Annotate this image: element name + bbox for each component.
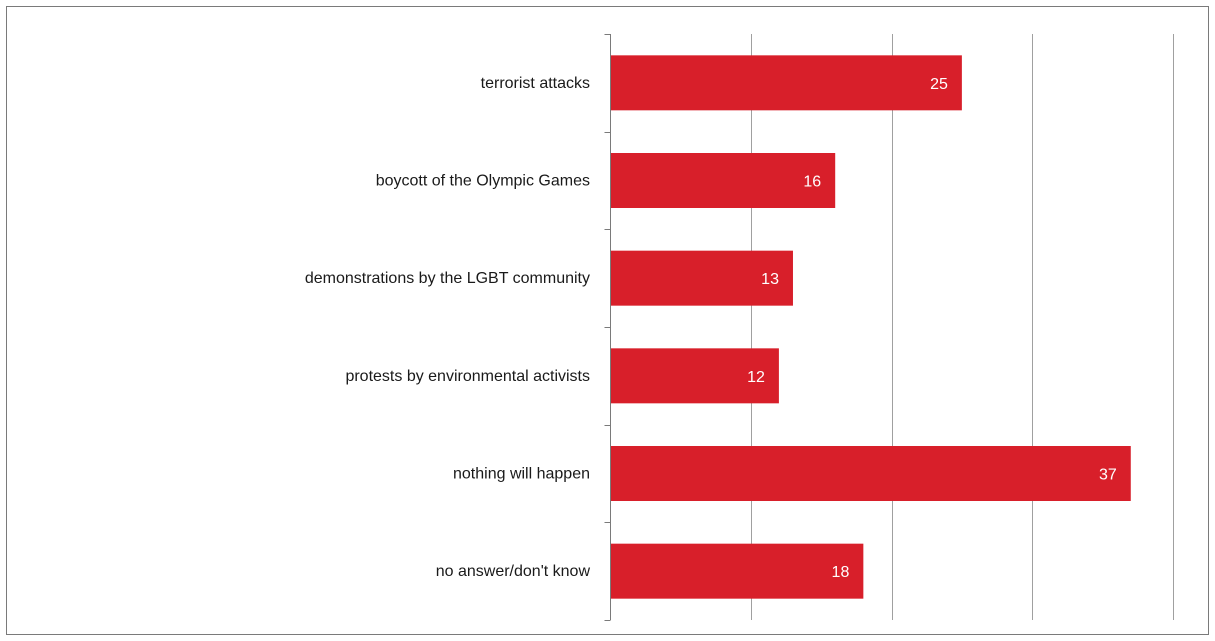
bar — [611, 153, 836, 208]
category-label: protests by environmental activists — [345, 368, 590, 385]
data-label: 16 — [803, 174, 821, 191]
category-label: terrorist attacks — [481, 75, 590, 92]
bar — [611, 543, 864, 599]
data-label: 25 — [930, 76, 948, 93]
bar — [611, 446, 1131, 501]
bar — [611, 250, 793, 306]
category-label: demonstrations by the LGBT community — [305, 270, 590, 287]
bar — [611, 348, 779, 404]
category-label: boycott of the Olympic Games — [376, 173, 590, 190]
chart-frame — [6, 6, 1209, 635]
category-label: nothing will happen — [453, 466, 590, 483]
data-label: 12 — [747, 369, 765, 386]
data-label: 13 — [761, 271, 779, 288]
data-label: 37 — [1099, 467, 1117, 484]
bar — [611, 55, 962, 111]
category-label: no answer/don't know — [436, 563, 591, 580]
data-label: 18 — [832, 564, 850, 581]
